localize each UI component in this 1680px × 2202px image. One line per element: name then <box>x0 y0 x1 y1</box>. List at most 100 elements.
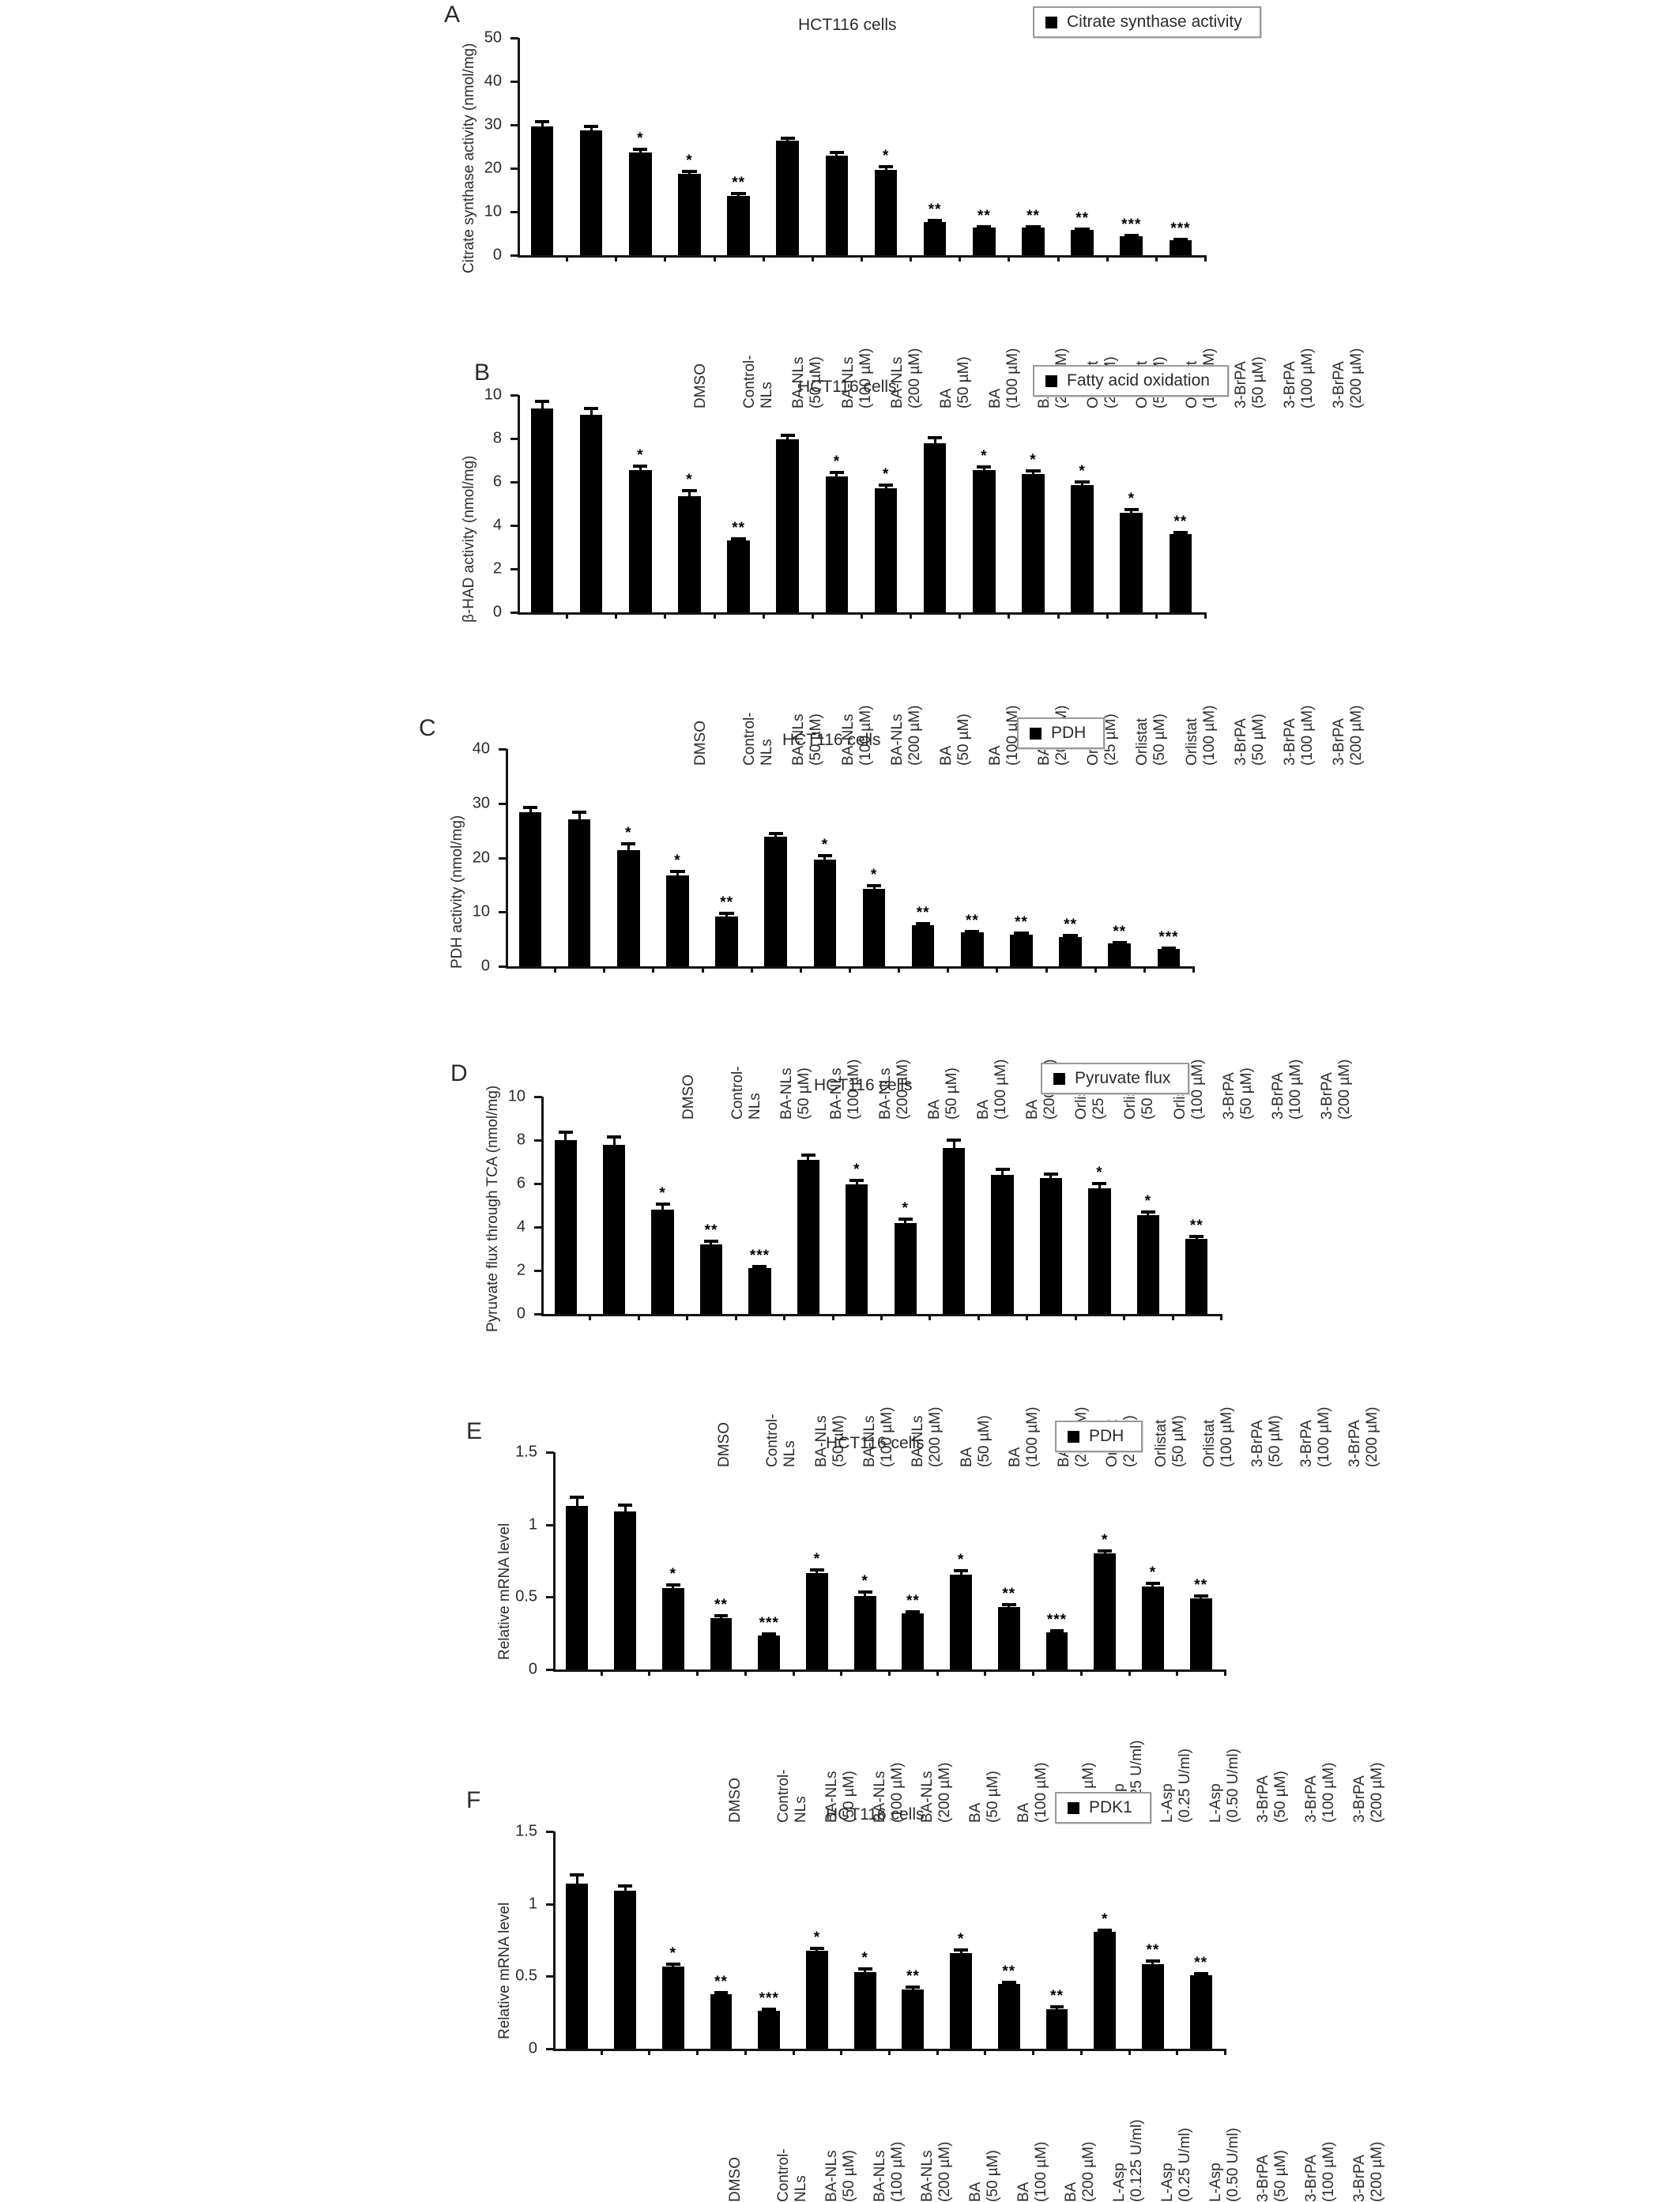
x-axis-tick-label-line: (50 µM) <box>984 2150 1001 2202</box>
bar <box>1045 1632 1068 1669</box>
significance-marker: * <box>1096 1165 1103 1181</box>
y-axis-tick-label: 8 <box>492 429 502 447</box>
error-bar-cap <box>762 2008 777 2012</box>
y-axis-tick <box>510 612 518 614</box>
x-axis-tick <box>792 1669 795 1676</box>
x-axis-tick <box>1224 2049 1226 2055</box>
bar <box>1120 235 1143 255</box>
y-axis-tick <box>546 1596 554 1599</box>
bar-group <box>614 1831 637 2049</box>
x-axis-tick <box>888 2049 891 2055</box>
x-axis-tick <box>1143 966 1146 973</box>
error-bar-stem <box>638 466 642 470</box>
bar <box>950 1574 973 1669</box>
bar-group: ** <box>727 395 750 612</box>
bar <box>651 1210 674 1314</box>
x-axis-tick <box>1045 966 1048 973</box>
error-bar-cap <box>1193 1594 1208 1598</box>
bar <box>710 1617 733 1669</box>
bar-group <box>923 395 947 612</box>
error-bar-cap <box>1075 480 1090 484</box>
error-bar-stem <box>823 856 827 860</box>
significance-marker: *** <box>759 1614 779 1632</box>
panel-letter: A <box>444 2 461 28</box>
bar <box>805 1951 828 2049</box>
bar-group: * <box>666 749 689 966</box>
bar-group: ** <box>973 38 996 255</box>
error-bar-cap <box>809 1946 824 1950</box>
bar-group <box>530 38 554 255</box>
error-bar-stem <box>529 807 532 812</box>
error-bar-stem <box>952 1140 955 1148</box>
x-axis-tick <box>792 2049 795 2055</box>
error-bar-stem <box>627 844 630 850</box>
bar <box>748 1268 771 1314</box>
error-bar-cap <box>1161 946 1177 950</box>
bar <box>715 916 738 966</box>
x-axis-tick-label-line: BA <box>1015 2181 1032 2202</box>
x-axis-tick <box>840 1669 843 1676</box>
x-axis-tick <box>566 612 569 619</box>
significance-marker: ** <box>1026 207 1040 224</box>
error-bar-cap <box>714 1991 729 1995</box>
bar <box>973 469 996 612</box>
y-axis-tick-label: 0 <box>480 957 490 975</box>
significance-marker: * <box>637 130 644 148</box>
x-axis-tick-label-line: (0.50 U/ml) <box>1224 2128 1241 2202</box>
y-axis-tick <box>499 856 507 860</box>
legend-box: Citrate synthase activity <box>1033 6 1261 38</box>
x-axis-tick-label-line: NLs <box>793 2175 810 2202</box>
significance-marker: ** <box>732 175 746 192</box>
y-axis-tick <box>534 1183 542 1185</box>
error-bar-cap <box>1124 233 1139 237</box>
bar <box>1169 240 1192 255</box>
error-bar-cap <box>829 470 845 474</box>
x-axis-tick-label-line: (200 µM) <box>1368 2141 1385 2202</box>
error-bar-cap <box>633 148 648 152</box>
panel-a: A HCT116 cells Citrate synthase activity 0 1… <box>444 2 1365 408</box>
y-axis-tick-label: 10 <box>507 1087 525 1105</box>
significance-marker: *** <box>1170 220 1191 238</box>
error-bar-cap <box>1140 1210 1155 1214</box>
bar <box>991 1175 1014 1314</box>
x-axis-tick <box>959 612 962 619</box>
error-bar-cap <box>1112 940 1127 944</box>
bar <box>874 170 898 255</box>
x-axis-tick <box>1220 1314 1222 1320</box>
x-axis-tick-label-line: (200 µM) <box>936 2141 954 2202</box>
bar <box>825 476 849 612</box>
error-bar-cap <box>682 169 697 173</box>
legend-box: PDK1 <box>1055 1792 1151 1824</box>
y-axis-tick <box>534 1139 542 1142</box>
error-bar-cap <box>928 219 943 223</box>
error-bar-stem <box>1098 1184 1101 1188</box>
legend-label: PDH <box>1089 1427 1124 1445</box>
y-axis-tick <box>510 124 518 126</box>
y-axis-tick-label: 1.5 <box>515 1443 537 1461</box>
bar <box>758 2011 781 2049</box>
x-axis-tick <box>744 1669 747 1676</box>
bar-group: ** <box>715 749 738 966</box>
x-axis-tick-label-line: DMSO <box>727 2157 744 2202</box>
y-axis-tick-label: 10 <box>484 386 502 404</box>
y-axis-tick-label: 40 <box>472 740 490 758</box>
error-bar-cap <box>1063 933 1078 937</box>
significance-marker: ** <box>906 1968 920 1986</box>
bar <box>797 1159 819 1314</box>
bar-group: *** <box>1157 749 1181 966</box>
y-axis-tick-label: 0.5 <box>515 1967 537 1985</box>
bar-group: * <box>661 1452 684 1669</box>
y-axis-tick-label: 4 <box>516 1218 525 1236</box>
panel-d: D HCT116 cells Pyruvate flux 0 2 4 6 8 10 Pyruvat… <box>450 1060 1381 1467</box>
bar-group: * <box>617 749 640 966</box>
significance-marker: ** <box>732 519 746 536</box>
x-axis-tick <box>713 612 716 619</box>
bar-group <box>567 749 591 966</box>
x-axis-tick-label-line: L-Asp <box>1207 2162 1224 2202</box>
bar-group: * <box>805 1452 828 1669</box>
bar-group: * <box>894 1097 917 1314</box>
x-axis-tick <box>783 1314 786 1320</box>
x-axis-tick-label-line: (100 µM) <box>888 2141 906 2202</box>
significance-marker: * <box>625 825 632 842</box>
significance-marker: *** <box>1121 216 1142 233</box>
